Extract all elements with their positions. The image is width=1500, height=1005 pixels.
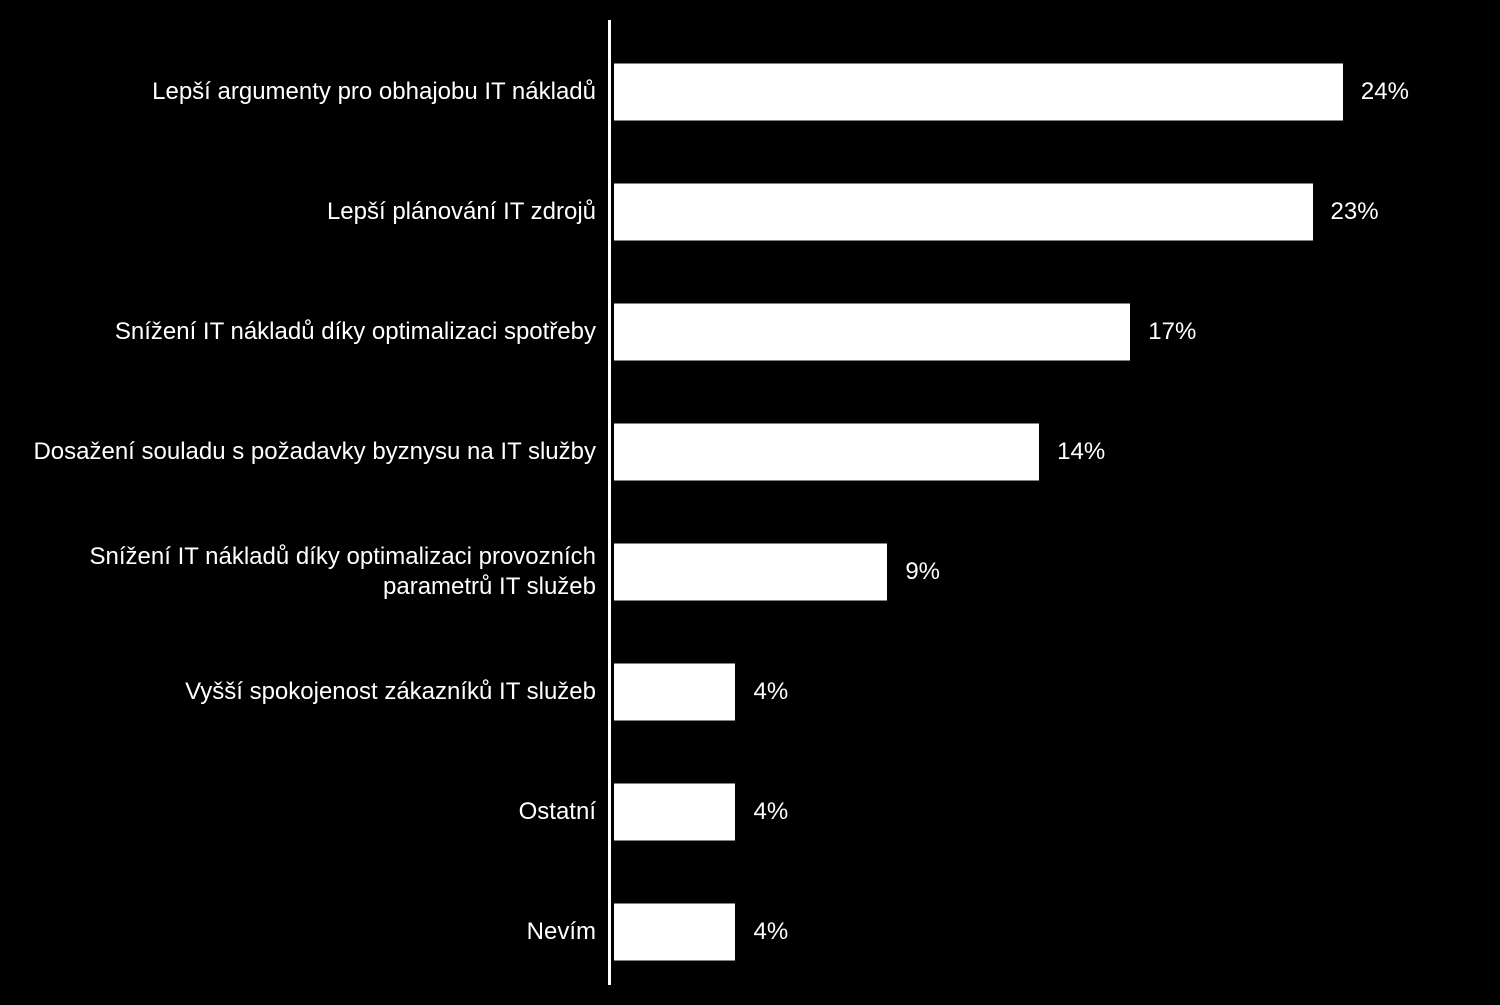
bar-row: Snížení IT nákladů díky optimalizaci spo… <box>0 272 1500 392</box>
bar-row: Lepší plánování IT zdrojů 23% <box>0 152 1500 272</box>
bar-track: 23% <box>608 152 1500 272</box>
value-label: 17% <box>1148 318 1196 346</box>
bar-row: Snížení IT nákladů díky optimalizaci pro… <box>0 512 1500 632</box>
bar-track: 4% <box>608 752 1500 872</box>
bar <box>614 64 1343 121</box>
bar-track: 24% <box>608 32 1500 152</box>
category-label: Vyšší spokojenost zákazníků IT služeb <box>0 677 608 707</box>
category-label: Dosažení souladu s požadavky byznysu na … <box>0 437 608 467</box>
bar-row: Ostatní 4% <box>0 752 1500 872</box>
bar <box>614 184 1313 241</box>
horizontal-bar-chart: Lepší argumenty pro obhajobu IT nákladů 2… <box>0 0 1500 1005</box>
value-label: 23% <box>1331 198 1379 226</box>
bar-track: 9% <box>608 512 1500 632</box>
category-label: Ostatní <box>0 797 608 827</box>
value-label: 24% <box>1361 78 1409 106</box>
bar <box>614 304 1130 361</box>
bar-row: Vyšší spokojenost zákazníků IT služeb 4% <box>0 632 1500 752</box>
value-label: 4% <box>753 798 788 826</box>
category-label: Lepší argumenty pro obhajobu IT nákladů <box>0 77 608 107</box>
bar <box>614 784 735 841</box>
value-label: 14% <box>1057 438 1105 466</box>
bar-track: 14% <box>608 392 1500 512</box>
bar-track: 4% <box>608 632 1500 752</box>
bar-row: Dosažení souladu s požadavky byznysu na … <box>0 392 1500 512</box>
bar <box>614 664 735 721</box>
value-label: 4% <box>753 678 788 706</box>
bar-row: Nevím 4% <box>0 872 1500 992</box>
value-label: 4% <box>753 918 788 946</box>
category-label: Lepší plánování IT zdrojů <box>0 197 608 227</box>
bar-track: 4% <box>608 872 1500 992</box>
bar <box>614 544 887 601</box>
bar <box>614 904 735 961</box>
bar-track: 17% <box>608 272 1500 392</box>
category-label: Snížení IT nákladů díky optimalizaci pro… <box>0 542 608 602</box>
bar-row: Lepší argumenty pro obhajobu IT nákladů 2… <box>0 32 1500 152</box>
bar <box>614 424 1039 481</box>
category-label: Snížení IT nákladů díky optimalizaci spo… <box>0 317 608 347</box>
value-label: 9% <box>905 558 940 586</box>
category-label: Nevím <box>0 917 608 947</box>
